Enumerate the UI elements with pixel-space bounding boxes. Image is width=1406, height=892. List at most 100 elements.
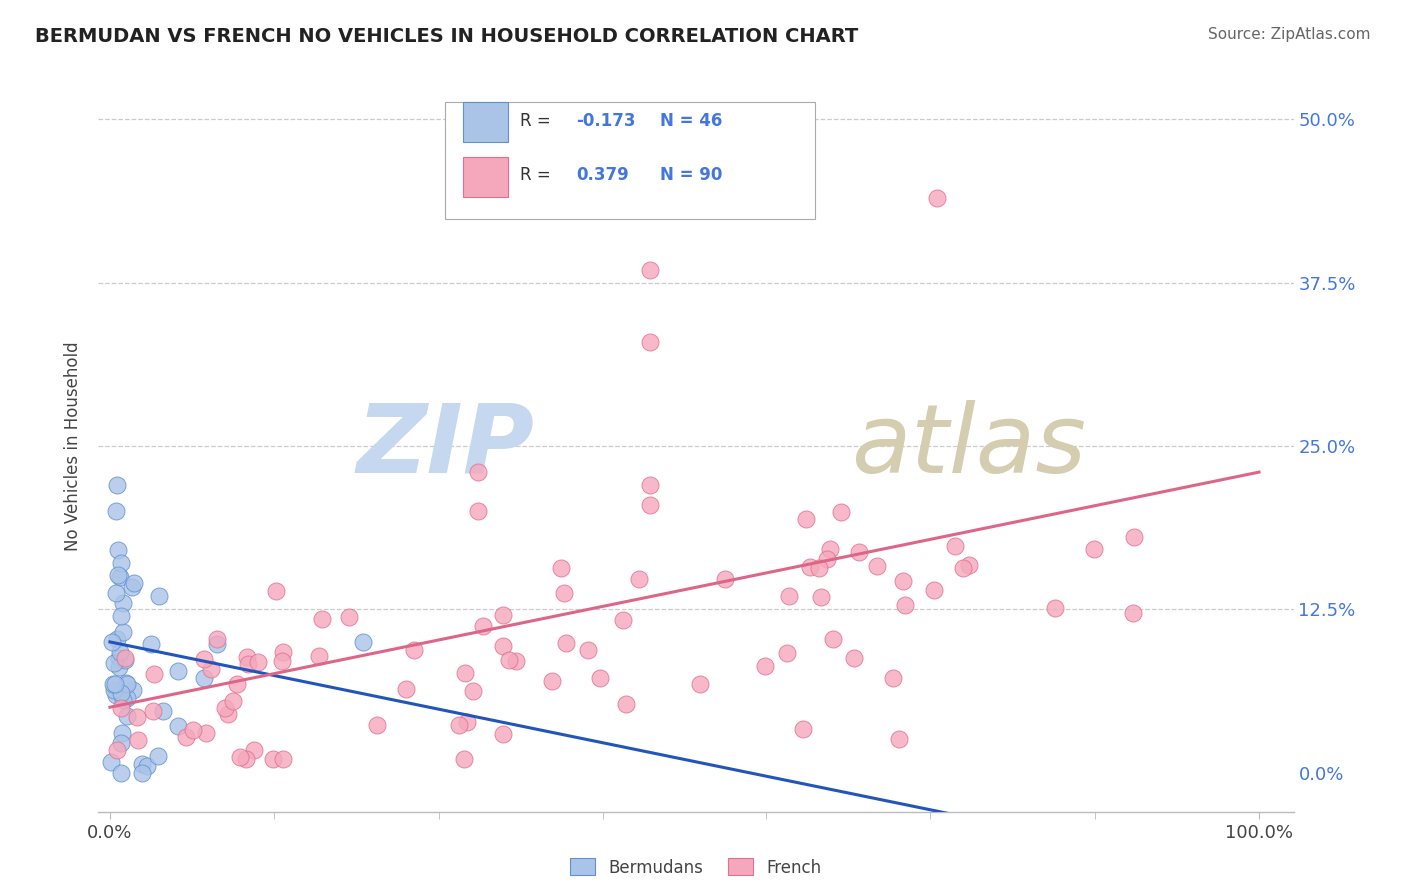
Point [108, 650, 131, 665]
Point [107, 543, 129, 558]
Point [110, 765, 132, 780]
Point [498, 653, 520, 667]
Point [181, 723, 204, 738]
Point [141, 637, 163, 651]
Point [714, 573, 737, 587]
Point [105, 743, 128, 757]
Point [266, 583, 288, 598]
Point [1122, 606, 1144, 620]
Point [236, 649, 259, 664]
Point [166, 719, 188, 733]
Point [1083, 542, 1105, 557]
Point [943, 539, 966, 553]
Point [778, 589, 800, 603]
FancyBboxPatch shape [463, 157, 509, 197]
Point [1123, 530, 1146, 544]
Point [308, 649, 330, 664]
Point [104, 677, 127, 691]
Point [131, 757, 153, 772]
FancyBboxPatch shape [463, 103, 509, 143]
Point [366, 718, 388, 732]
Text: Source: ZipAtlas.com: Source: ZipAtlas.com [1208, 27, 1371, 42]
Point [167, 664, 190, 678]
Point [174, 730, 197, 744]
Point [214, 700, 236, 714]
Point [270, 654, 292, 668]
Point [104, 504, 127, 518]
Legend: Bermudans, French: Bermudans, French [571, 858, 821, 877]
Point [957, 558, 980, 572]
Point [194, 726, 217, 740]
Point [110, 556, 132, 570]
Point [553, 586, 575, 600]
Point [776, 646, 799, 660]
Point [311, 612, 333, 626]
Point [754, 659, 776, 673]
Point [638, 478, 661, 492]
Text: 0.379: 0.379 [576, 167, 630, 185]
Point [550, 561, 572, 575]
Point [142, 705, 165, 719]
Point [808, 561, 831, 575]
Point [456, 714, 478, 729]
Point [107, 568, 129, 582]
Point [242, 743, 264, 757]
Point [454, 665, 477, 680]
Point [339, 609, 361, 624]
Point [505, 654, 527, 668]
Point [110, 569, 132, 583]
Point [830, 505, 852, 519]
Point [115, 677, 138, 691]
Text: ZIP: ZIP [357, 400, 534, 492]
Point [125, 710, 148, 724]
Point [922, 583, 945, 598]
Point [114, 653, 136, 667]
Point [105, 632, 128, 647]
Point [555, 635, 578, 649]
Point [540, 673, 562, 688]
Point [131, 765, 153, 780]
Point [821, 632, 844, 647]
Point [815, 551, 838, 566]
Point [235, 752, 257, 766]
Point [395, 682, 418, 697]
Point [638, 334, 661, 349]
Point [111, 726, 134, 740]
Point [136, 759, 159, 773]
Point [121, 580, 143, 594]
Text: R =: R = [520, 112, 557, 129]
Text: R =: R = [520, 167, 557, 185]
Point [576, 643, 599, 657]
Point [217, 707, 239, 722]
Point [628, 572, 651, 586]
Point [799, 559, 821, 574]
Point [122, 576, 145, 591]
Point [818, 541, 841, 556]
Point [110, 736, 132, 750]
Point [810, 590, 832, 604]
Text: -0.173: -0.173 [576, 112, 636, 129]
Point [122, 682, 145, 697]
Point [143, 666, 166, 681]
Point [110, 686, 132, 700]
Point [866, 559, 889, 574]
Point [271, 752, 294, 766]
Text: atlas: atlas [852, 400, 1087, 492]
Point [226, 677, 249, 691]
Point [100, 756, 122, 770]
Y-axis label: No Vehicles in Household: No Vehicles in Household [65, 341, 83, 551]
Point [103, 656, 125, 670]
Point [492, 639, 515, 653]
Point [104, 586, 127, 600]
Point [207, 637, 229, 651]
Point [105, 478, 128, 492]
Point [893, 598, 915, 612]
Point [115, 709, 138, 723]
Point [115, 676, 138, 690]
Point [792, 722, 814, 736]
Point [352, 635, 374, 649]
Point [492, 608, 515, 623]
Point [467, 465, 489, 479]
Point [689, 676, 711, 690]
Point [117, 691, 139, 706]
